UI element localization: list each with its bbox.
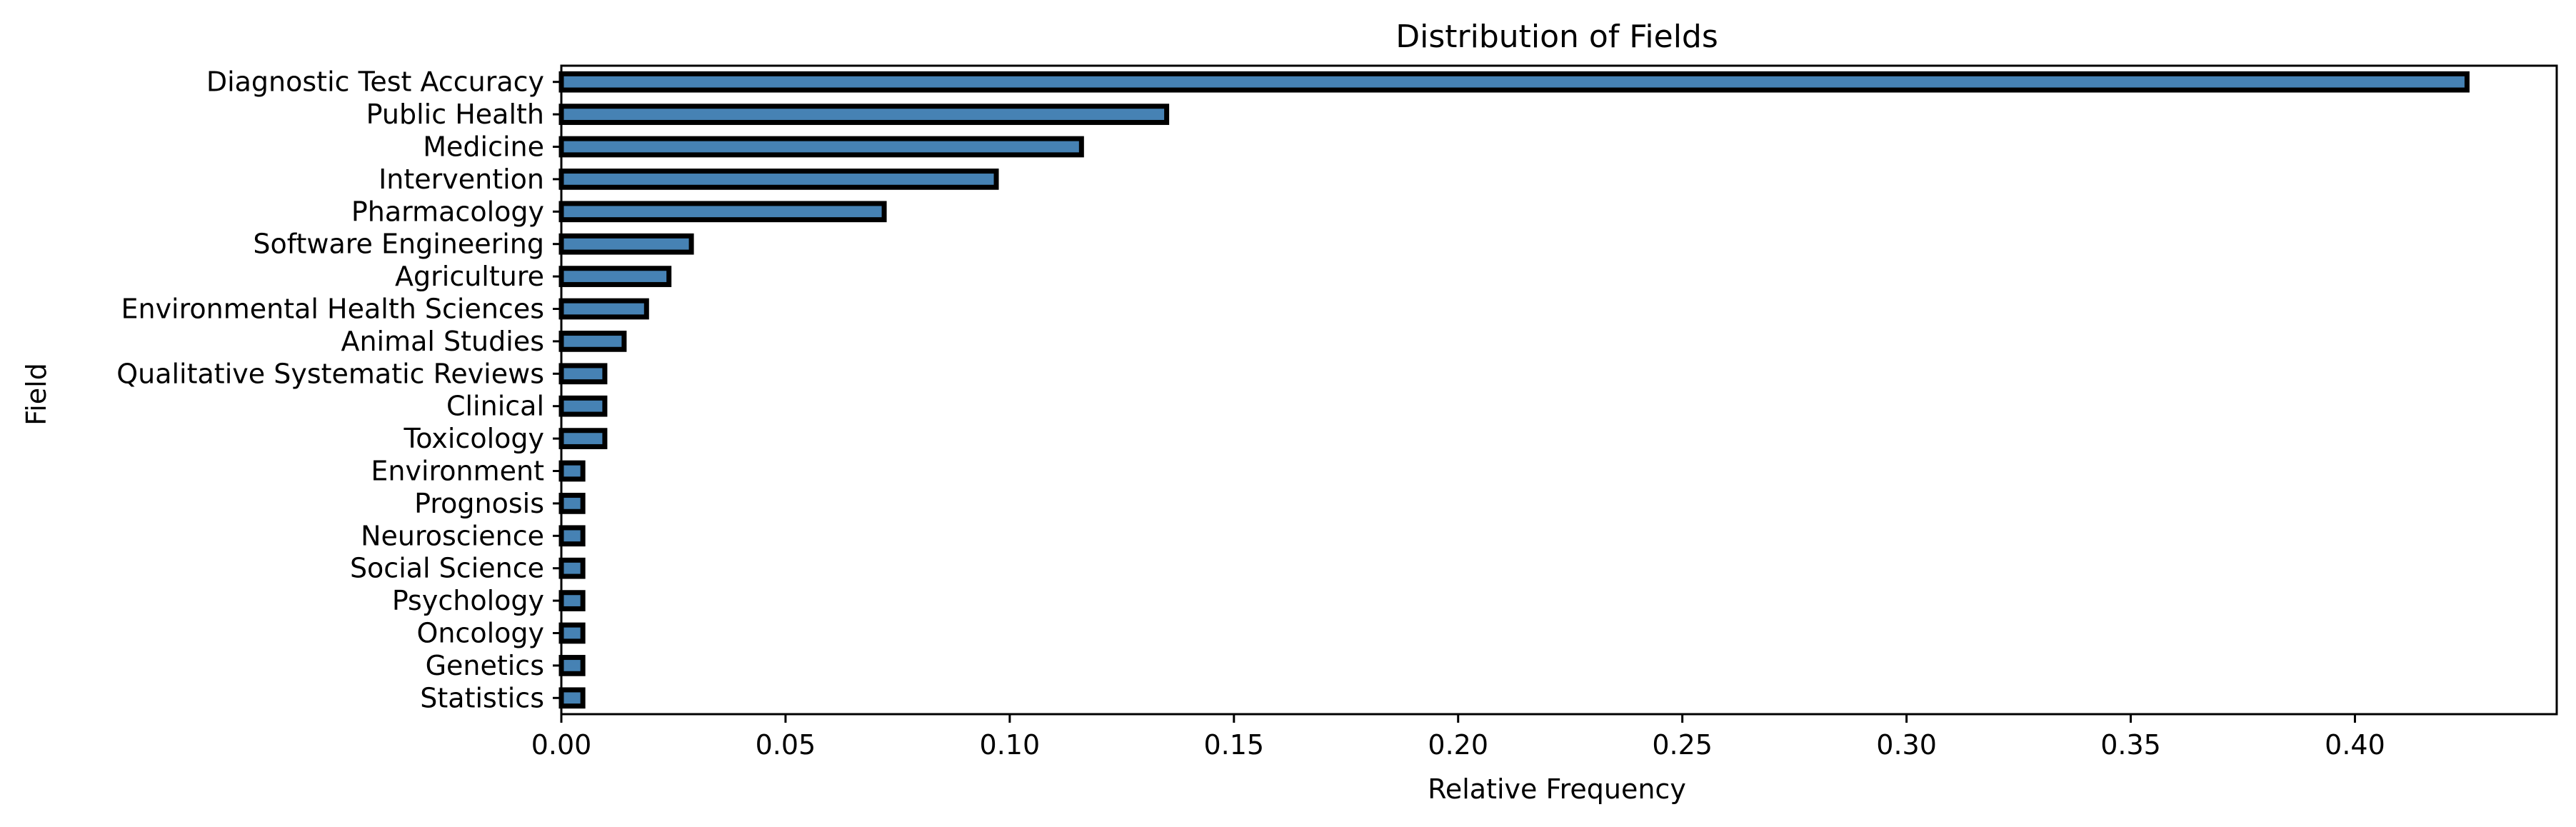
y-tick-label: Public Health [366,99,544,130]
y-tick-label: Toxicology [404,423,544,454]
y-tick-label: Diagnostic Test Accuracy [206,66,544,98]
bar-clinical [558,395,608,417]
bar-public-health [558,104,1170,125]
y-tick-label: Pharmacology [351,196,544,227]
plot-frame [560,64,2558,716]
x-tick-label: 0.20 [1428,729,1488,761]
bar-software-engineering [558,233,694,255]
x-tick-label: 0.05 [756,729,816,761]
y-tick-label: Neuroscience [361,520,544,551]
bar-qualitative-systematic-reviews [558,363,608,385]
bar-animal-studies [558,331,627,352]
bar-environmental-health-sciences [558,298,649,320]
y-tick-label: Statistics [420,682,544,713]
y-tick-label: Psychology [392,585,544,616]
bars [558,71,2470,709]
bar-agriculture [558,266,672,287]
bar-environment [558,460,586,482]
x-tick-label: 0.30 [1876,729,1937,761]
y-tick-label: Environment [371,456,544,487]
y-tick-label: Clinical [446,391,544,422]
bar-diagnostic-test-accuracy [558,71,2470,93]
bar-social-science [558,557,586,579]
y-tick-label: Prognosis [414,488,544,519]
bar-neuroscience [558,525,586,547]
x-tick-label: 0.10 [980,729,1041,761]
bar-oncology [558,622,586,644]
y-tick-label: Social Science [350,553,544,584]
x-tick-label: 0.35 [2100,729,2161,761]
bar-pharmacology [558,201,887,223]
bar-prognosis [558,493,586,514]
y-tick-label: Genetics [426,650,544,681]
x-tick-label: 0.00 [531,729,592,761]
y-tick-label: Agriculture [395,261,544,292]
y-tick-label: Software Engineering [253,229,544,260]
x-tick-label: 0.25 [1652,729,1713,761]
bar-medicine [558,136,1084,158]
bar-intervention [558,169,999,190]
y-tick-label: Environmental Health Sciences [121,294,544,325]
x-tick-label: 0.40 [2325,729,2385,761]
y-tick-label: Intervention [379,164,544,195]
y-axis-label: Field [21,363,52,426]
x-axis-ticks: 0.00 0.05 0.10 0.15 0.20 0.25 0.30 0.35 0.40 [531,714,2385,761]
chart-title: Distribution of Fields [1395,19,1718,55]
y-tick-label: Medicine [423,131,544,163]
bar-toxicology [558,428,608,449]
y-tick-label: Oncology [416,618,544,649]
y-tick-label: Animal Studies [341,326,544,357]
bar-psychology [558,590,586,611]
x-axis-label: Relative Frequency [1428,773,1686,805]
y-tick-label: Qualitative Systematic Reviews [116,358,544,389]
x-tick-label: 0.15 [1203,729,1264,761]
bar-genetics [558,655,586,676]
bar-statistics [558,687,586,709]
